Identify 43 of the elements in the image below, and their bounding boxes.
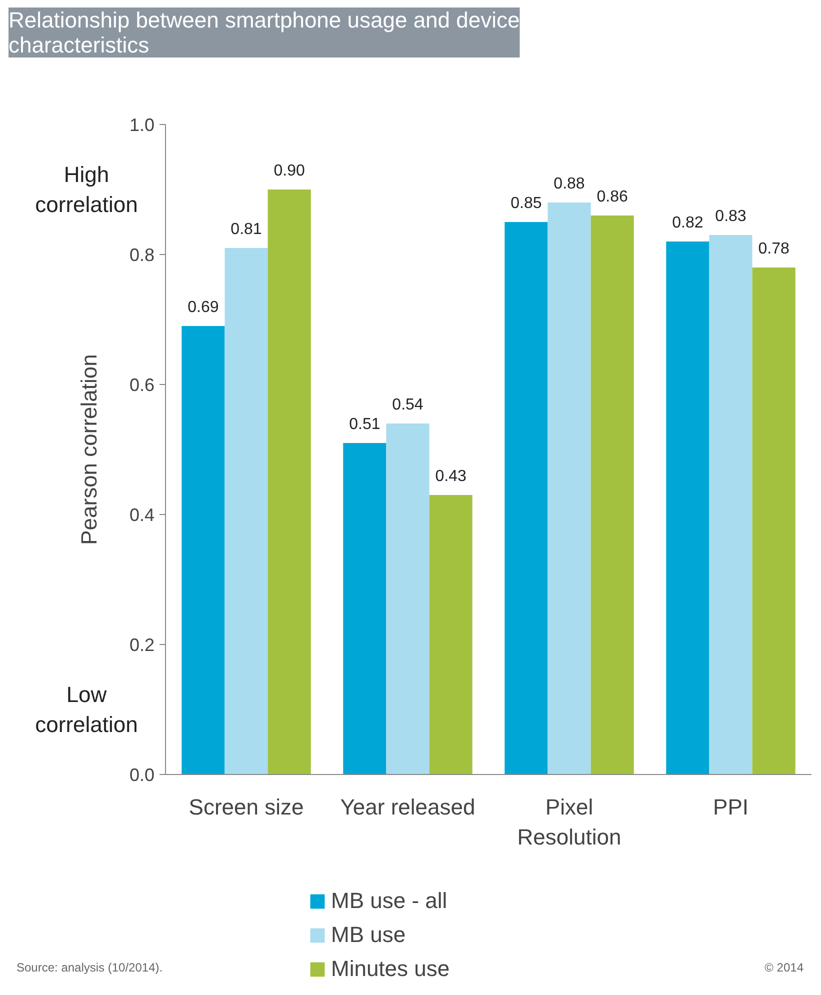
bar (590, 216, 634, 774)
text: © 2014 (764, 960, 804, 974)
text: Low correlation (35, 682, 138, 737)
chart-title: Relationship between smartphone usage and device characteristics (8, 8, 520, 58)
data-label: 0.78 (758, 240, 790, 258)
data-label: 0.69 (188, 299, 219, 316)
x-tick-label: Year released (340, 794, 476, 820)
bar (752, 268, 796, 774)
data-label: 0.88 (554, 176, 585, 192)
data-label: 0.81 (230, 221, 262, 238)
bar (224, 248, 268, 774)
bar (429, 495, 472, 774)
source-note: Source: analysis (10/2014). (16, 960, 163, 974)
x-tick-label: Screen size (188, 794, 304, 820)
text: High correlation (35, 162, 138, 217)
bar (182, 326, 225, 774)
y-tick-label: 1.0 (129, 115, 155, 135)
y-tick-label: 0.6 (129, 375, 155, 395)
bar (709, 235, 752, 774)
bar (268, 190, 311, 774)
data-label: 0.54 (392, 396, 424, 414)
legend-label: MB use (331, 922, 406, 948)
data-label: 0.82 (672, 214, 704, 232)
y-tick-label: 0.4 (129, 505, 155, 525)
y-tick-label: 0.0 (129, 765, 155, 785)
data-label: 0.51 (349, 416, 380, 433)
bar (504, 222, 548, 774)
bar (548, 202, 591, 774)
y-axis-title: Pearson correlation (76, 354, 102, 545)
data-label: 0.86 (596, 188, 628, 206)
y-tick-label: 0.2 (129, 635, 155, 655)
data-label: 0.43 (435, 468, 466, 485)
bar (343, 443, 386, 774)
bar (666, 242, 710, 774)
legend-label: MB use - all (331, 888, 448, 914)
data-label: 0.90 (274, 162, 305, 180)
data-label: 0.83 (715, 208, 746, 225)
x-tick-label: PPI (713, 794, 748, 820)
bar (386, 424, 430, 774)
y-tick-label: 0.8 (129, 245, 155, 265)
x-tick-label: Pixel Resolution (517, 794, 622, 850)
legend-label: Minutes use (331, 956, 450, 982)
data-label: 0.85 (510, 195, 542, 212)
